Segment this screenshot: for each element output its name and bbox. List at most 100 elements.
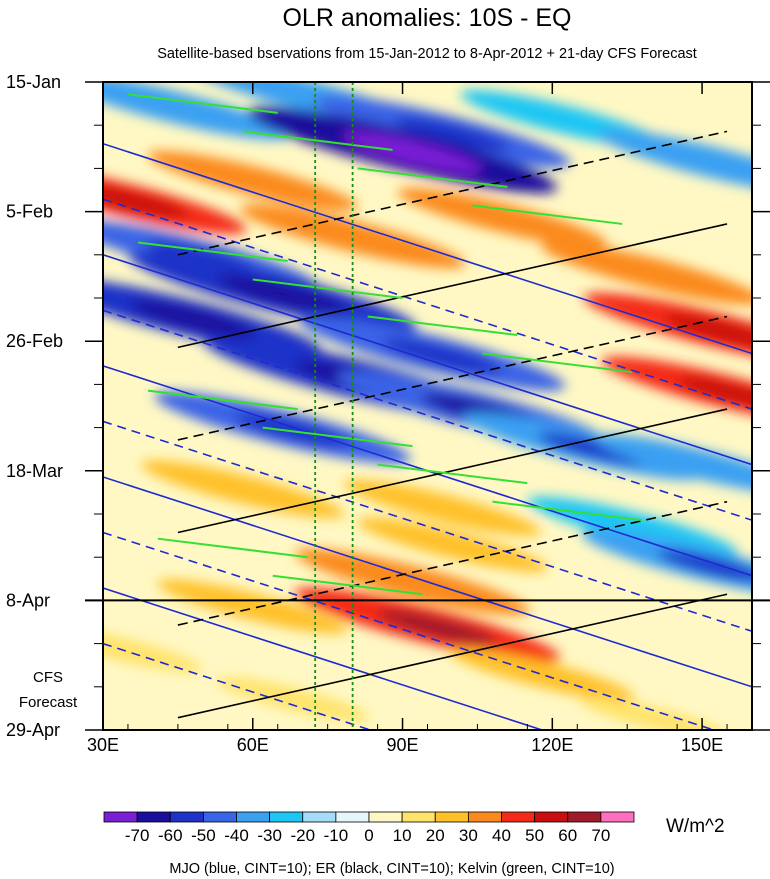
colorbar-swatch <box>103 811 138 823</box>
kelvin-contour <box>127 93 278 114</box>
er-contour <box>177 500 728 626</box>
colorbar-label: 30 <box>459 826 478 845</box>
colorbar-label: 60 <box>558 826 577 845</box>
colorbar-label: 70 <box>591 826 610 845</box>
chart-title: OLR anomalies: 10S - EQ <box>282 4 571 32</box>
y-tick-label: 29-Apr <box>6 720 60 740</box>
x-axis: 30E 60E 90E 120E 150E <box>87 82 728 755</box>
anomaly-band <box>597 130 752 195</box>
kelvin-contour <box>262 426 413 448</box>
anomaly-core <box>217 275 348 314</box>
colorbar-swatch <box>136 811 171 823</box>
mjo-contour <box>103 476 752 688</box>
colorbar-label: 0 <box>364 826 373 845</box>
colorbar-swatch <box>202 811 237 823</box>
colorbar-swatch <box>302 811 337 823</box>
chart-subtitle: Satellite-based bservations from 15-Jan-… <box>157 46 697 62</box>
anomaly-core <box>394 116 510 151</box>
anomaly-band <box>356 517 548 572</box>
colorbar-label: -20 <box>290 826 315 845</box>
anomaly-core <box>377 609 497 646</box>
colorbar-swatch <box>236 811 271 823</box>
anomaly-core <box>103 185 189 219</box>
kelvin-contour <box>137 241 288 262</box>
anomaly-core <box>382 338 502 374</box>
y-tick-label: 18-Mar <box>6 461 63 481</box>
colorbar-swatch <box>169 811 204 823</box>
mjo-contour <box>103 309 752 521</box>
anomaly-core <box>234 412 351 448</box>
er-contour <box>177 315 728 441</box>
colorbar-swatch <box>368 811 403 823</box>
kelvin-contour <box>242 130 393 151</box>
mjo-contour <box>103 420 752 633</box>
colorbar-label: -70 <box>125 826 150 845</box>
olr-anomaly-field <box>103 82 752 730</box>
mjo-contour <box>103 531 717 730</box>
colorbar-swatch <box>534 811 569 823</box>
x-tick-label: 30E <box>87 735 119 755</box>
mjo-contour <box>103 142 752 355</box>
y-tick-label: 8-Apr <box>6 590 50 610</box>
er-contour <box>177 223 728 349</box>
kelvin-contour <box>472 204 623 225</box>
anomaly-band <box>103 82 291 140</box>
anomaly-core <box>537 432 647 465</box>
colorbar-label: -40 <box>224 826 249 845</box>
forecast-label-line2: Forecast <box>19 694 78 711</box>
kelvin-contour <box>252 278 403 299</box>
anomaly-core <box>677 376 752 410</box>
er-contour <box>177 593 728 719</box>
colorbar-label: 40 <box>492 826 511 845</box>
kelvin-contour <box>357 167 508 188</box>
y-tick-label: 15-Jan <box>6 72 61 92</box>
x-tick-label: 90E <box>387 735 419 755</box>
anomaly-band <box>141 460 345 519</box>
colorbar-label: 10 <box>393 826 412 845</box>
wave-filter-contours <box>103 93 752 730</box>
mjo-contour <box>103 587 545 730</box>
forecast-label-line1: CFS <box>33 669 63 686</box>
anomaly-band <box>295 548 530 615</box>
colorbar-swatch <box>600 811 635 823</box>
reference-longitudes <box>314 82 354 730</box>
anomaly-band <box>343 479 542 536</box>
mjo-contour <box>103 642 373 730</box>
kelvin-contour <box>157 537 308 559</box>
colorbar: -70 -60 -50 -40 -30 -20 -10 0 10 20 30 40 50 60 70 <box>103 811 635 845</box>
y-tick-label: 5-Feb <box>6 202 53 222</box>
x-tick-label: 150E <box>681 735 723 755</box>
anomaly-blobs <box>103 82 752 730</box>
colorbar-label: -30 <box>257 826 282 845</box>
colorbar-label: -60 <box>158 826 183 845</box>
x-tick-label: 120E <box>531 735 573 755</box>
colorbar-label: 20 <box>426 826 445 845</box>
anomaly-band <box>157 579 349 634</box>
anomaly-band <box>240 204 466 269</box>
colorbar-swatch <box>269 811 304 823</box>
er-contour <box>177 130 728 256</box>
anomaly-core <box>342 131 482 173</box>
y-axis: 15-Jan 5-Feb 26-Feb 18-Mar 8-Apr 29-Apr <box>6 72 770 740</box>
mjo-contour <box>103 198 752 410</box>
kelvin-contour <box>147 389 298 411</box>
colorbar-swatch <box>567 811 602 823</box>
anomaly-band <box>594 434 752 496</box>
anomaly-core <box>664 314 752 349</box>
colorbar-swatch <box>434 811 469 823</box>
anomaly-core <box>657 549 752 582</box>
anomaly-band <box>215 677 370 722</box>
kelvin-contour <box>377 463 528 485</box>
kelvin-contour <box>272 574 423 596</box>
anomaly-band <box>397 188 608 248</box>
colorbar-unit: W/m^2 <box>666 816 725 837</box>
anomaly-band <box>449 648 635 701</box>
kelvin-contour <box>367 315 518 337</box>
er-contour <box>177 408 728 534</box>
y-tick-label: 26-Feb <box>6 331 63 351</box>
kelvin-contour <box>492 500 643 522</box>
mjo-contour <box>103 254 752 466</box>
anomaly-band <box>541 241 752 305</box>
colorbar-swatch <box>501 811 536 823</box>
